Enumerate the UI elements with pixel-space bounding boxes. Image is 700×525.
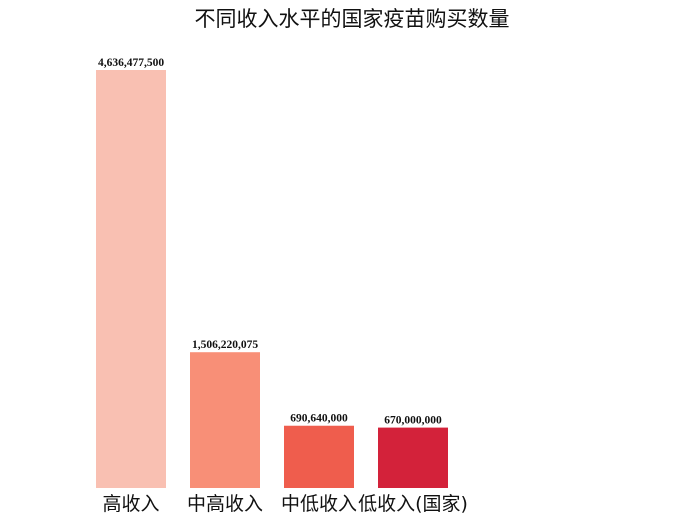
value-label-2: 1,506,220,075 [192, 339, 258, 351]
bar-4 [378, 427, 448, 488]
category-label-3: 中低收入 [281, 493, 357, 515]
bars-group [96, 70, 448, 488]
category-label-4: 低收入(国家) [358, 493, 468, 515]
bar-1 [96, 70, 166, 488]
value-label-4: 670,000,000 [384, 415, 442, 427]
category-label-2: 中高收入 [187, 493, 263, 515]
value-label-1: 4,636,477,500 [98, 57, 164, 69]
category-labels-group: 高收入 中高收入 中低收入 低收入(国家) [102, 493, 467, 515]
value-label-3: 690,640,000 [290, 413, 348, 425]
chart-title: 不同收入水平的国家疫苗购买数量 [195, 7, 510, 31]
value-labels-group: 4,636,477,500 1,506,220,075 690,640,000 670… [98, 57, 442, 427]
bar-2 [190, 352, 260, 488]
category-label-1: 高收入 [102, 493, 159, 515]
bar-3 [284, 425, 354, 488]
